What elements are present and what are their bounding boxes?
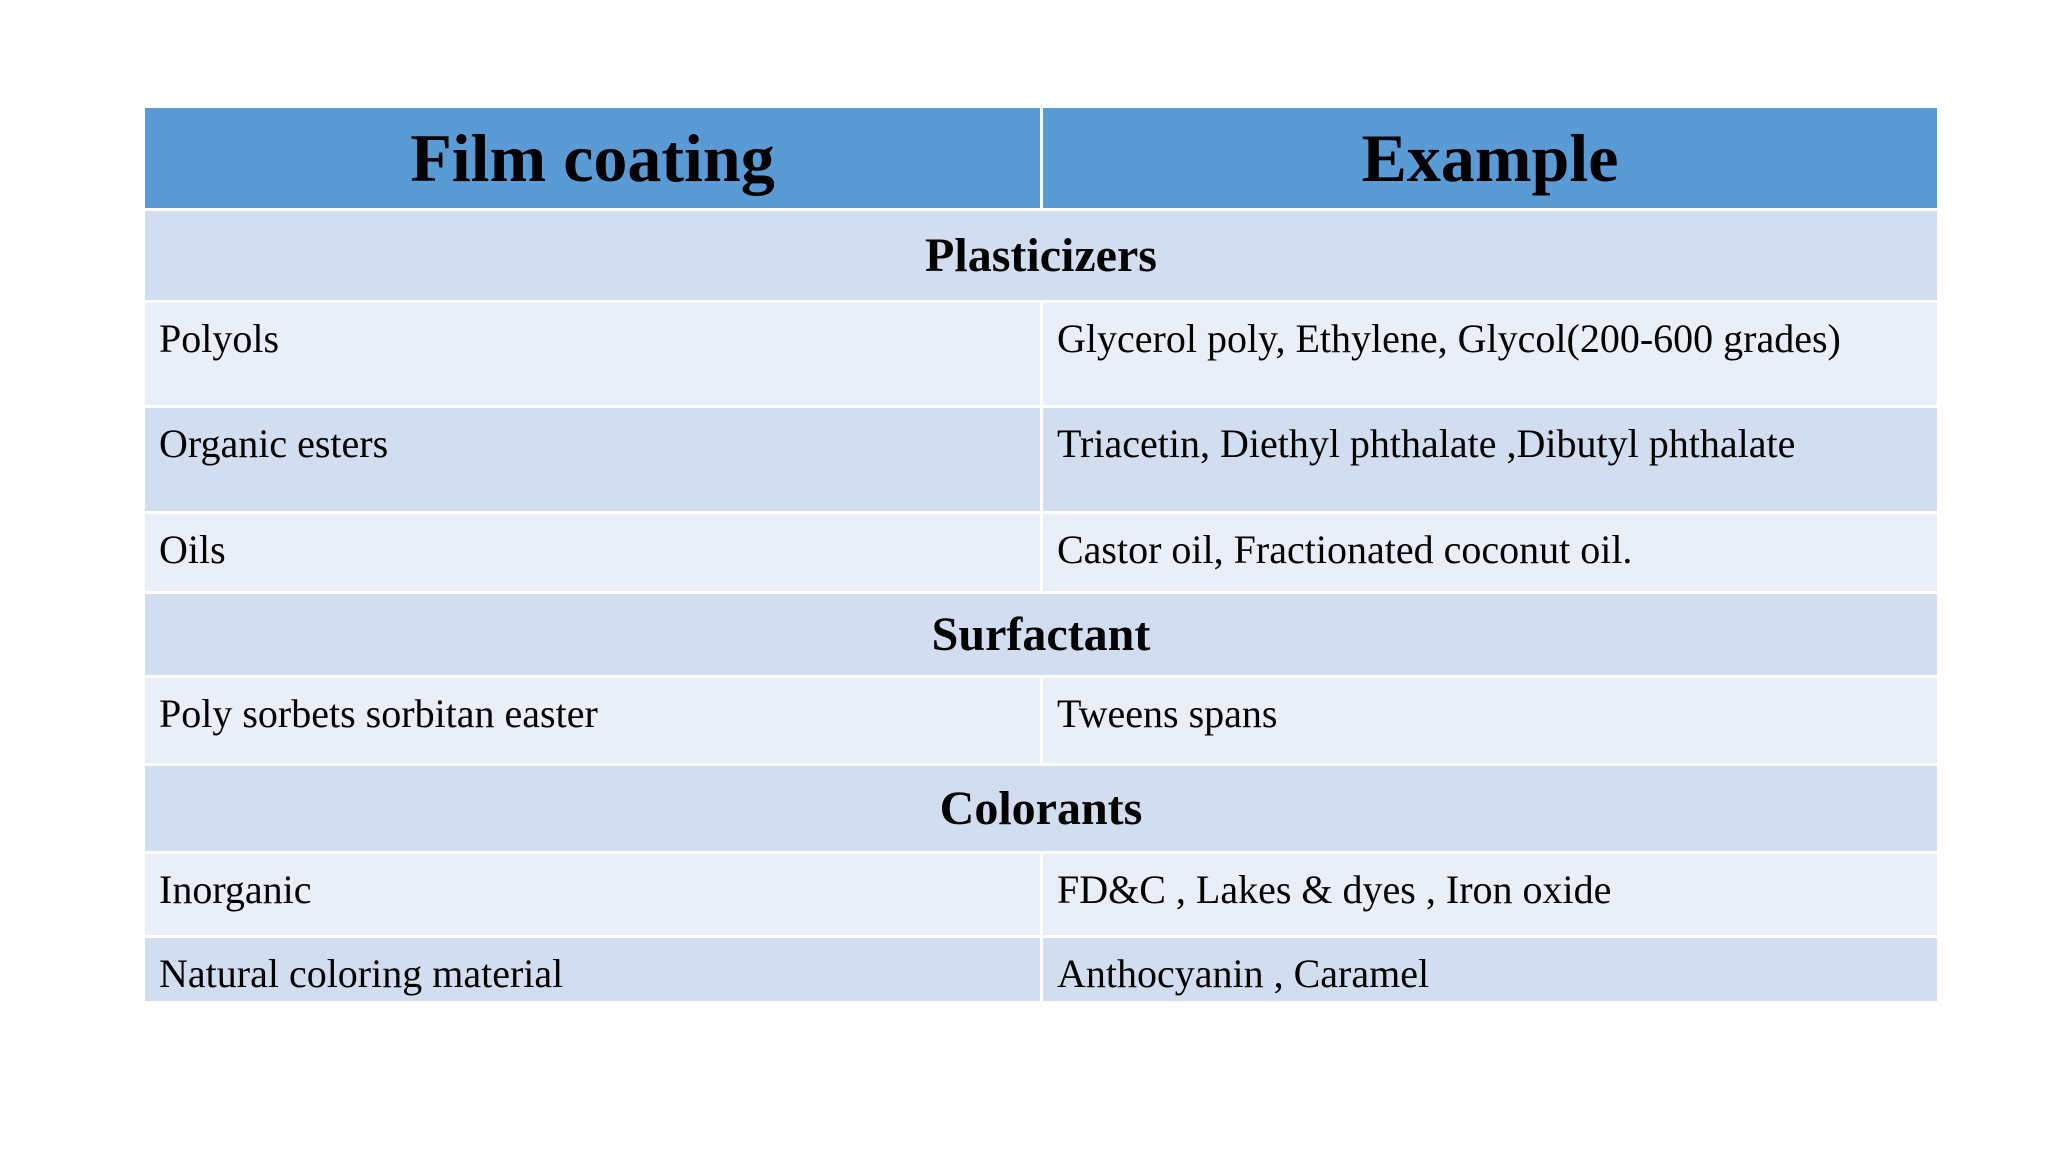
example-cell: Anthocyanin , Caramel [1040,935,1940,1004]
section-title: Colorants [142,763,1940,854]
item-cell: Polyols [142,300,1043,408]
film-coating-table: Film coating Example Plasticizers Polyol… [142,105,1940,1004]
item-cell: Organic esters [142,405,1043,514]
table-row: Inorganic FD&C , Lakes & dyes , Iron oxi… [142,851,1940,938]
section-title: Plasticizers [142,208,1940,303]
section-row-colorants: Colorants [142,763,1940,854]
table-row: Polyols Glycerol poly, Ethylene, Glycol(… [142,300,1940,408]
table-row: Poly sorbets sorbitan easter Tweens span… [142,675,1940,766]
item-cell: Natural coloring material [142,935,1043,1004]
section-title: Surfactant [142,591,1940,678]
example-cell: FD&C , Lakes & dyes , Iron oxide [1040,851,1940,938]
section-row-surfactant: Surfactant [142,591,1940,678]
table-row: Oils Castor oil, Fractionated coconut oi… [142,511,1940,594]
item-cell: Oils [142,511,1043,594]
table-row: Natural coloring material Anthocyanin , … [142,935,1940,1004]
example-cell: Triacetin, Diethyl phthalate ,Dibutyl ph… [1040,405,1940,514]
item-cell: Poly sorbets sorbitan easter [142,675,1043,766]
header-example: Example [1040,105,1940,211]
table-header-row: Film coating Example [142,105,1940,211]
item-cell: Inorganic [142,851,1043,938]
example-cell: Tweens spans [1040,675,1940,766]
example-cell: Glycerol poly, Ethylene, Glycol(200-600 … [1040,300,1940,408]
section-row-plasticizers: Plasticizers [142,208,1940,303]
example-cell: Castor oil, Fractionated coconut oil. [1040,511,1940,594]
header-film-coating: Film coating [142,105,1043,211]
table-row: Organic esters Triacetin, Diethyl phthal… [142,405,1940,514]
